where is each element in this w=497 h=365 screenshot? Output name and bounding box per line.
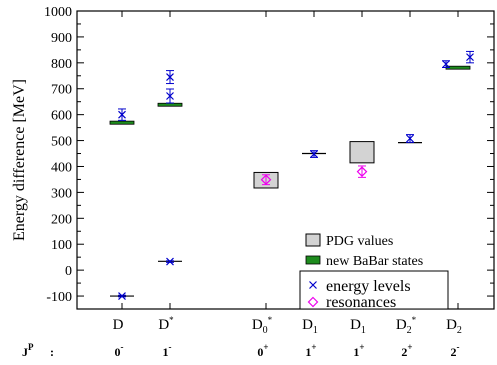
legend-energy-label: energy levels	[326, 278, 411, 295]
resonance-point	[356, 166, 368, 178]
legend-babar-label: new BaBar states	[326, 254, 423, 269]
y-tick-label: 400	[51, 160, 72, 175]
legend-box	[299, 270, 449, 310]
y-tick-label: 200	[51, 212, 72, 227]
jp-value-label: 1+	[353, 342, 364, 359]
legend-resonance-marker	[307, 296, 319, 308]
category-label: D	[113, 317, 124, 333]
y-tick-label: 500	[51, 135, 72, 150]
plot-frame	[76, 10, 495, 310]
y-tick-label: 300	[51, 186, 72, 201]
energy-level-point	[406, 134, 414, 143]
category-label: D2	[446, 317, 462, 336]
y-tick-label: 0	[65, 264, 72, 279]
legend-energy-marker	[309, 281, 317, 289]
category-label: D2*	[396, 315, 417, 336]
y-tick-label: 900	[51, 31, 72, 46]
energy-level-point	[118, 292, 126, 300]
pdg-value-box	[349, 141, 375, 164]
energy-level-point	[310, 150, 318, 158]
jp-value-label: 1+	[305, 342, 316, 359]
energy-level-point	[118, 110, 126, 119]
y-axis-title: Energy difference [MeV]	[11, 79, 28, 241]
jp-prefix-label: JP	[22, 342, 34, 359]
babar-state-box	[109, 120, 135, 125]
y-tick-label: 700	[51, 83, 72, 98]
energy-level-point	[166, 257, 174, 266]
y-tick-label: -100	[46, 290, 72, 305]
y-tick-label: 1000	[44, 5, 72, 20]
y-tick-label: 600	[51, 109, 72, 124]
jp-value-label: 2-	[451, 342, 460, 359]
y-tick-label: 800	[51, 57, 72, 72]
jp-value-label: 1-	[163, 342, 172, 359]
legend-pdg-label: PDG values	[326, 234, 393, 249]
y-tick-label: 100	[51, 238, 72, 253]
energy-level-point	[166, 92, 174, 100]
legend-resonance-label: resonances	[326, 294, 396, 311]
category-label: D0*	[252, 315, 273, 336]
jp-value-label: 0-	[115, 342, 124, 359]
babar-state-box	[157, 102, 183, 107]
jp-value-label: 0+	[257, 342, 268, 359]
resonance-point	[260, 174, 272, 186]
category-label: D*	[158, 315, 174, 333]
energy-level-point	[442, 60, 450, 69]
legend-pdg-swatch	[305, 233, 321, 247]
legend-babar-swatch	[305, 255, 321, 265]
energy-level-point	[466, 53, 474, 62]
energy-level-point	[166, 73, 174, 82]
category-label: D1	[350, 317, 366, 336]
category-label: D1	[302, 317, 318, 336]
jp-colon-label: :	[50, 345, 54, 359]
jp-value-label: 2+	[401, 342, 412, 359]
